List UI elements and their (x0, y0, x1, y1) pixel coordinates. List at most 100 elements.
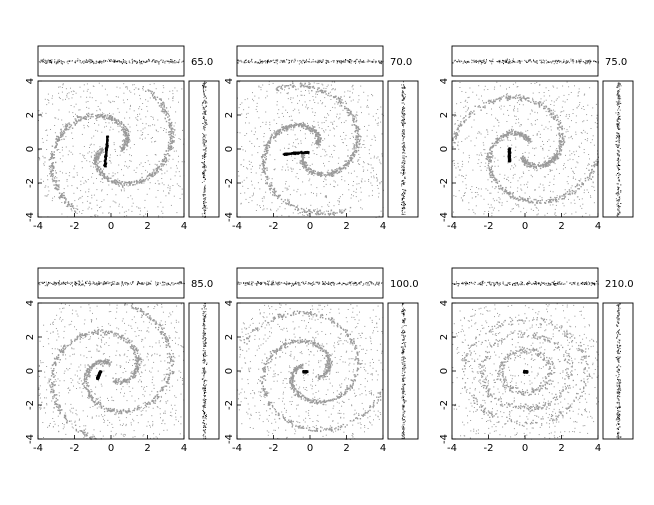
x-tick-label: -4 (232, 443, 242, 454)
edge-on-side-frame (602, 80, 634, 218)
panel-label: 210.0 (605, 279, 634, 290)
edge-on-top-frame (37, 45, 185, 77)
y-tick-label: 2 (439, 334, 450, 340)
panel-label: 85.0 (191, 279, 213, 290)
y-tick-label: 4 (439, 78, 450, 84)
edge-on-side-particles (201, 81, 208, 218)
x-tick-label: 4 (380, 443, 386, 454)
y-tick-label: 0 (224, 146, 235, 152)
x-tick-label: 0 (522, 221, 528, 232)
edge-on-top-frame (451, 267, 599, 299)
face-on-particles (38, 303, 185, 440)
x-tick-label: 4 (181, 221, 187, 232)
x-tick-label: -2 (269, 443, 279, 454)
edge-on-top-particles (237, 58, 384, 65)
edge-on-top-particles (38, 58, 184, 65)
edge-on-side-particles (201, 303, 208, 440)
y-tick-label: 0 (25, 146, 36, 152)
panel-1: -4 -2 0 2 4 -4 -2 0 2 4 65.0 (25, 45, 220, 232)
y-tick-label: 2 (224, 112, 235, 118)
x-tick-label: 0 (108, 443, 114, 454)
x-tick-label: -4 (447, 221, 457, 232)
face-on-frame (236, 80, 384, 218)
edge-on-top-particles (237, 280, 383, 287)
x-tick-label: -4 (33, 221, 43, 232)
edge-on-side-particles (615, 303, 622, 440)
edge-on-side-particles (615, 82, 622, 218)
y-tick-label: -2 (439, 400, 450, 410)
x-tick-label: 2 (144, 221, 150, 232)
panel-label: 75.0 (605, 57, 627, 68)
y-tick-label: 2 (25, 334, 36, 340)
y-tick-label: 4 (25, 78, 36, 84)
y-tick-label: 4 (224, 300, 235, 306)
x-tick-label: 0 (108, 221, 114, 232)
y-tick-label: 0 (439, 146, 450, 152)
face-on-particles (452, 303, 599, 440)
panel-label: 70.0 (390, 57, 412, 68)
y-tick-label: 0 (224, 368, 235, 374)
panel-2: -4 -2 0 2 4 -4 -2 0 2 4 70.0 (224, 45, 419, 232)
face-on-frame (37, 302, 185, 440)
edge-on-top-particles (38, 280, 185, 287)
y-tick-label: -4 (439, 434, 450, 444)
panel-label: 65.0 (191, 57, 213, 68)
edge-on-side-particles (400, 303, 407, 440)
y-tick-label: -2 (224, 178, 235, 188)
y-tick-label: -4 (224, 212, 235, 222)
x-tick-label: 4 (181, 443, 187, 454)
x-tick-label: -2 (70, 443, 80, 454)
x-tick-label: 2 (558, 443, 564, 454)
y-tick-label: 4 (439, 300, 450, 306)
panel-3: -4 -2 0 2 4 -4 -2 0 2 4 75.0 (439, 45, 634, 232)
x-tick-label: 0 (307, 443, 313, 454)
x-tick-label: -2 (70, 221, 80, 232)
edge-on-side-frame (188, 302, 220, 440)
x-tick-label: 2 (343, 443, 349, 454)
edge-on-top-particles (452, 280, 599, 287)
y-tick-label: 4 (224, 78, 235, 84)
panel-5: -4 -2 0 2 4 -4 -2 0 2 4 100.0 (224, 267, 419, 454)
y-tick-label: 0 (25, 368, 36, 374)
x-tick-label: 2 (144, 443, 150, 454)
x-tick-label: -2 (484, 443, 494, 454)
x-tick-label: -2 (484, 221, 494, 232)
panel-4: -4 -2 0 2 4 -4 -2 0 2 4 85.0 (25, 267, 220, 454)
y-tick-label: -2 (25, 178, 36, 188)
x-tick-label: -4 (447, 443, 457, 454)
edge-on-top-frame (236, 45, 384, 77)
x-tick-label: -4 (232, 221, 242, 232)
face-on-particles (38, 82, 185, 218)
edge-on-top-particles (452, 58, 599, 65)
y-tick-label: -2 (439, 178, 450, 188)
x-tick-label: -2 (269, 221, 279, 232)
face-on-frame (451, 80, 599, 218)
edge-on-side-particles (400, 81, 407, 215)
face-on-particles (237, 303, 384, 440)
edge-on-side-frame (387, 302, 419, 440)
x-tick-label: 0 (307, 221, 313, 232)
face-on-particles (237, 81, 384, 218)
y-tick-label: -4 (25, 434, 36, 444)
face-on-particles (452, 81, 599, 217)
x-tick-label: 4 (595, 443, 601, 454)
y-tick-label: -4 (25, 212, 36, 222)
y-tick-label: -2 (224, 400, 235, 410)
y-tick-label: -4 (439, 212, 450, 222)
y-tick-label: 4 (25, 300, 36, 306)
x-tick-label: 0 (522, 443, 528, 454)
panel-label: 100.0 (390, 279, 419, 290)
edge-on-top-frame (236, 267, 384, 299)
x-tick-label: 2 (558, 221, 564, 232)
edge-on-side-frame (602, 302, 634, 440)
edge-on-side-frame (188, 80, 220, 218)
y-tick-label: 0 (439, 368, 450, 374)
panel-6: -4 -2 0 2 4 -4 -2 0 2 4 210.0 (439, 267, 634, 454)
y-tick-label: 2 (439, 112, 450, 118)
x-tick-label: 4 (380, 221, 386, 232)
y-tick-label: 2 (25, 112, 36, 118)
edge-on-top-frame (37, 267, 185, 299)
x-tick-label: -4 (33, 443, 43, 454)
edge-on-top-frame (451, 45, 599, 77)
